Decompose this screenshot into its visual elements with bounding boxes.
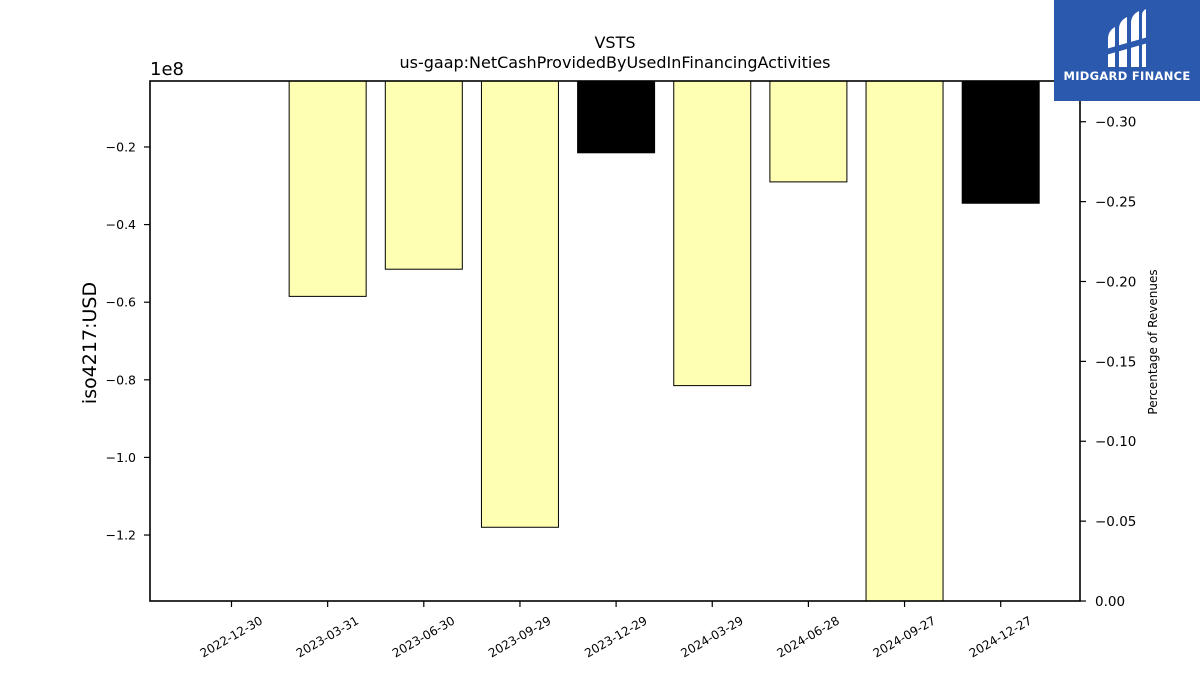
y2-tick-label: −0.20 (1095, 274, 1136, 290)
y2-tick-label: −0.15 (1095, 354, 1136, 370)
chart-title: VSTS (594, 33, 635, 52)
y-offset-label: 1e8 (150, 59, 184, 80)
bar-2023-09-29 (480, 80, 559, 528)
y-tick-label: −1.0 (106, 450, 136, 465)
y2-tick-label: 0.00 (1095, 594, 1125, 610)
y2-tick-label: −0.30 (1095, 115, 1136, 131)
x-tick-label: 2024-12-27 (967, 613, 1034, 660)
y-tick-label: −0.4 (106, 217, 136, 232)
x-tick-label: 2022-12-30 (198, 613, 265, 660)
y-tick-label: −1.2 (106, 528, 136, 543)
x-tick-label: 2024-06-28 (774, 613, 841, 660)
x-tick-label: 2023-03-31 (294, 613, 361, 660)
chart-subtitle: us-gaap:NetCashProvidedByUsedInFinancing… (399, 53, 830, 72)
y-tick-label: −0.6 (106, 295, 136, 310)
plot-frame (149, 80, 1081, 602)
y-axis-label: iso4217:USD (79, 282, 101, 404)
bar-2023-06-30 (384, 80, 463, 270)
logo-text: MIDGARD FINANCE (1063, 69, 1191, 83)
midgard-finance-logo: MIDGARD FINANCE (1054, 0, 1200, 101)
y2-tick-label: −0.05 (1095, 514, 1136, 530)
y2-tick-label: −0.25 (1095, 195, 1136, 211)
bar-2024-09-27 (865, 80, 944, 602)
x-tick-label: 2023-09-29 (486, 613, 553, 660)
bar-2023-12-29 (577, 80, 656, 154)
bar-2024-12-27 (961, 80, 1040, 204)
bar-2023-03-31 (288, 80, 367, 297)
x-axis: 2022-12-30 2023-03-31 2023-06-30 2023-09-29… (198, 601, 1034, 660)
x-tick-label: 2024-09-27 (871, 613, 938, 660)
x-tick-label: 2023-12-29 (582, 613, 649, 660)
y2-axis-label: Percentage of Revenues (1146, 269, 1160, 414)
y-axis: −0.2 −0.4 −0.6 −0.8 −1.0 −1.2 (106, 139, 150, 543)
logo-mark-icon (1106, 9, 1148, 67)
y-tick-label: −0.8 (106, 372, 136, 387)
y2-tick-label: −0.10 (1095, 434, 1136, 450)
bars (288, 80, 1040, 602)
bar-2024-03-29 (673, 80, 752, 387)
y2-axis: 0.00 −0.05 −0.10 −0.15 −0.20 −0.25 −0.30 (1080, 115, 1136, 610)
y-tick-label: −0.2 (106, 139, 136, 154)
x-tick-label: 2023-06-30 (390, 613, 457, 660)
x-tick-label: 2024-03-29 (678, 613, 745, 660)
bar-2024-06-28 (769, 80, 848, 183)
